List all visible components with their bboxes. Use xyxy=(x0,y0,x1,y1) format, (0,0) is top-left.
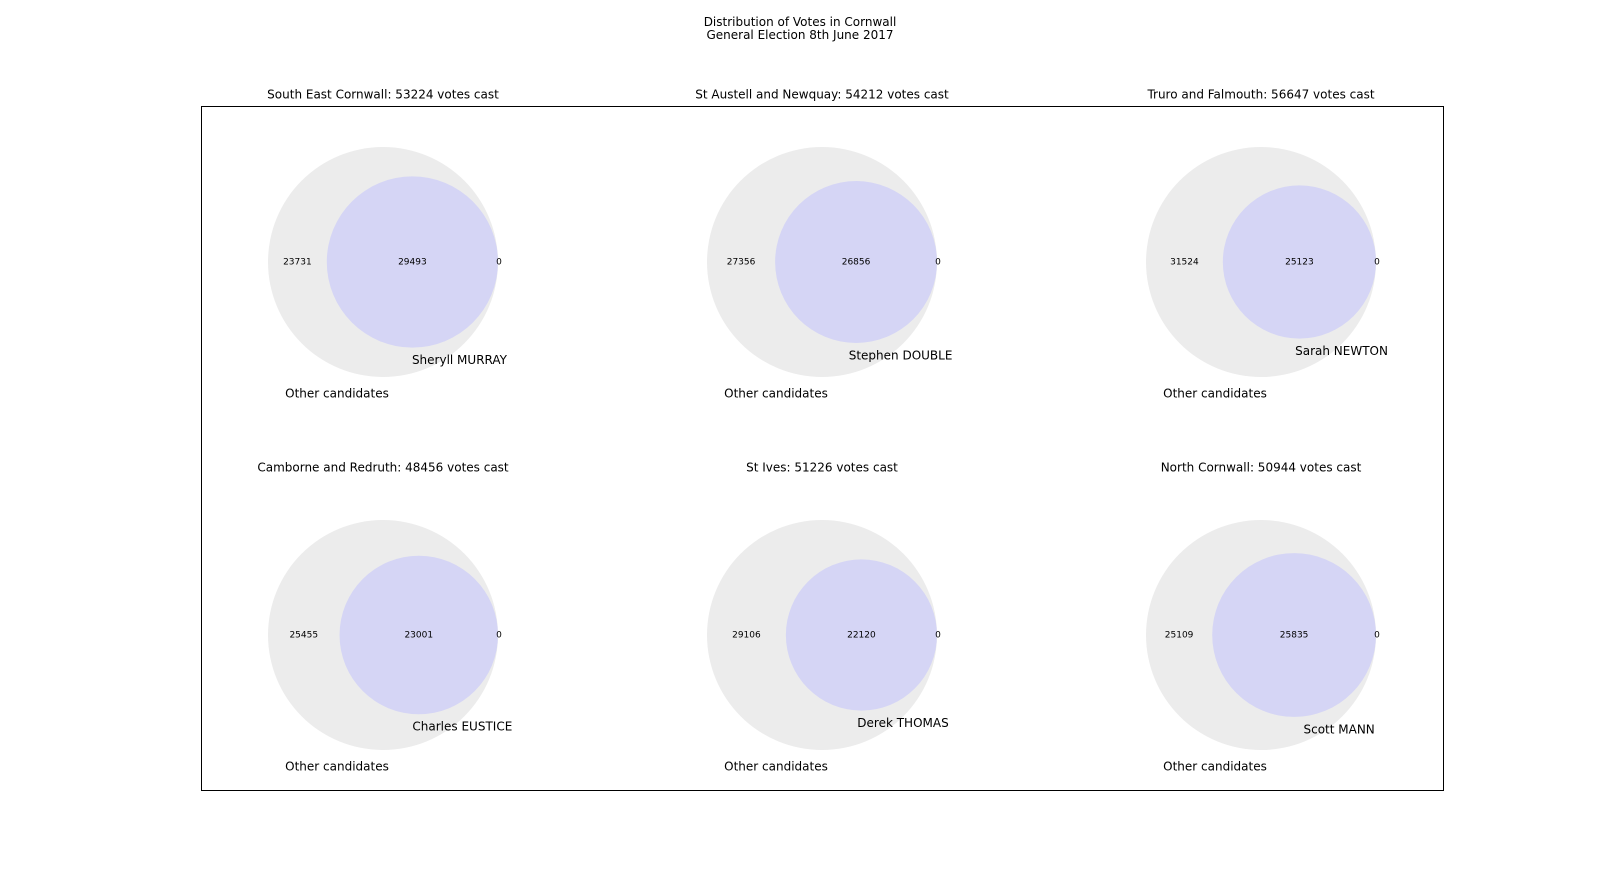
only-other-value: 23731 xyxy=(283,258,312,268)
other-candidates-label: Other candidates xyxy=(285,760,389,774)
panel-title: St Ives: 51226 votes cast xyxy=(746,461,898,475)
venn-panel: St Austell and Newquay: 54212 votes cast… xyxy=(695,88,952,401)
only-other-value: 29106 xyxy=(732,631,761,641)
winner-circle xyxy=(785,559,937,711)
venn-panel: South East Cornwall: 53224 votes cast 237… xyxy=(267,88,507,401)
plot-frame xyxy=(201,106,1444,791)
only-winner-value: 0 xyxy=(935,258,941,268)
winner-circle xyxy=(775,181,937,343)
only-winner-value: 0 xyxy=(1374,258,1380,268)
winner-label: Charles EUSTICE xyxy=(412,720,512,734)
winner-circle xyxy=(326,176,498,348)
only-other-value: 31524 xyxy=(1170,258,1199,268)
other-candidates-label: Other candidates xyxy=(285,387,389,401)
venn-panel: Truro and Falmouth: 56647 votes cast 3152… xyxy=(1146,88,1388,401)
venn-panel: St Ives: 51226 votes cast 29106 22120 0 Dere… xyxy=(707,461,949,774)
other-candidates-label: Other candidates xyxy=(724,387,828,401)
winner-label: Scott MANN xyxy=(1303,722,1374,736)
only-winner-value: 0 xyxy=(935,631,941,641)
winner-circle xyxy=(1212,553,1376,717)
winner-label: Sarah NEWTON xyxy=(1295,344,1388,358)
panel-title: North Cornwall: 50944 votes cast xyxy=(1161,461,1362,475)
venn-panel: Camborne and Redruth: 48456 votes cast 25… xyxy=(257,461,512,774)
panel-title: South East Cornwall: 53224 votes cast xyxy=(267,88,499,102)
winner-circle xyxy=(339,555,498,715)
figure-title-line1: Distribution of Votes in Cornwall xyxy=(703,15,897,29)
other-candidates-label: Other candidates xyxy=(1163,760,1267,774)
panel-title: Truro and Falmouth: 56647 votes cast xyxy=(1146,88,1374,102)
only-winner-value: 0 xyxy=(1374,631,1380,641)
venn-panel: North Cornwall: 50944 votes cast 25109 258… xyxy=(1146,461,1380,774)
other-candidates-label: Other candidates xyxy=(724,760,828,774)
figure-title-line2: General Election 8th June 2017 xyxy=(706,28,894,42)
only-other-value: 27356 xyxy=(727,258,756,268)
winner-label: Sheryll MURRAY xyxy=(412,353,508,367)
winner-circle xyxy=(1222,185,1377,339)
other-candidates-label: Other candidates xyxy=(1163,387,1267,401)
winner-label: Derek THOMAS xyxy=(857,716,948,730)
overlap-value: 29493 xyxy=(398,258,427,268)
figure-title: Distribution of Votes in Cornwall Genera… xyxy=(0,16,1600,42)
overlap-value: 25835 xyxy=(1280,631,1309,641)
panel-title: St Austell and Newquay: 54212 votes cast xyxy=(695,88,949,102)
only-other-value: 25455 xyxy=(289,631,318,641)
only-winner-value: 0 xyxy=(496,258,502,268)
overlap-value: 25123 xyxy=(1285,258,1314,268)
overlap-value: 26856 xyxy=(842,258,871,268)
panel-title: Camborne and Redruth: 48456 votes cast xyxy=(257,461,509,475)
only-other-value: 25109 xyxy=(1165,631,1194,641)
overlap-value: 22120 xyxy=(847,631,876,641)
winner-label: Stephen DOUBLE xyxy=(849,348,953,362)
only-winner-value: 0 xyxy=(496,631,502,641)
overlap-value: 23001 xyxy=(404,631,433,641)
